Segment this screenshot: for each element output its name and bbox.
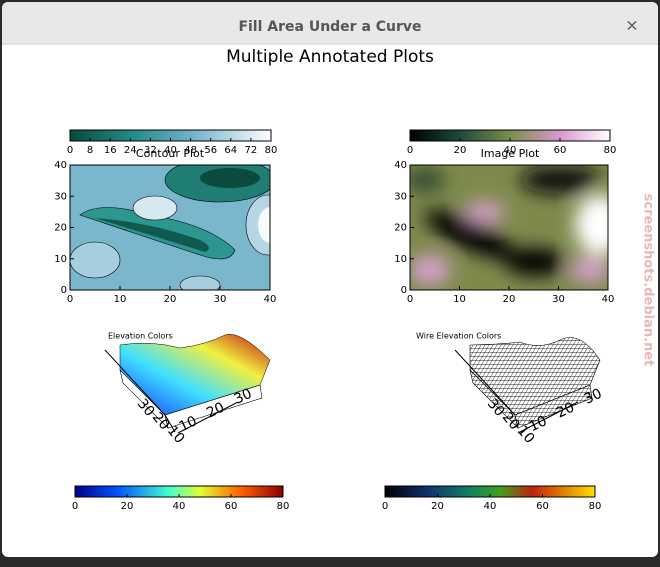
colorbar-tick-label: 40 bbox=[484, 501, 497, 512]
colorbar-tick-label: 32 bbox=[144, 145, 157, 156]
colorbar-tick-label: 0 bbox=[72, 501, 78, 512]
colorbar-tick-label: 16 bbox=[104, 145, 117, 156]
surface-x-label: 30 bbox=[232, 386, 255, 408]
colorbar-tick-label: 0 bbox=[67, 145, 73, 156]
surface-x-label: 20 bbox=[554, 399, 577, 421]
colorbar-tick-label: 80 bbox=[277, 501, 290, 512]
y-tick-label: 40 bbox=[394, 160, 407, 171]
colorbar-tick-label: 80 bbox=[265, 145, 278, 156]
colorbar-tick-label: 56 bbox=[204, 145, 217, 156]
window-title: Fill Area Under a Curve bbox=[238, 19, 421, 35]
x-tick-label: 0 bbox=[67, 294, 73, 305]
plot-title: Multiple Annotated Plots bbox=[226, 47, 434, 67]
colorbar-tick-label: 8 bbox=[87, 145, 93, 156]
contour-field bbox=[70, 165, 270, 290]
y-tick-label: 10 bbox=[394, 254, 407, 265]
y-tick-label: 20 bbox=[394, 223, 407, 234]
y-tick-label: 0 bbox=[61, 285, 67, 296]
y-tick-label: 30 bbox=[394, 191, 407, 202]
y-tick-label: 10 bbox=[54, 254, 67, 265]
y-tick-label: 20 bbox=[54, 223, 67, 234]
panel-title: Image Plot bbox=[481, 147, 540, 160]
x-tick-label: 30 bbox=[552, 294, 565, 305]
surface-x-label: 10 bbox=[177, 413, 200, 435]
colorbar-tick-label: 48 bbox=[184, 145, 197, 156]
surface-x-label: 10 bbox=[527, 413, 550, 435]
close-button[interactable]: × bbox=[625, 16, 638, 35]
colorbar-tick-label: 20 bbox=[431, 501, 444, 512]
colorbar-tick-label: 72 bbox=[245, 145, 258, 156]
x-tick-label: 20 bbox=[164, 294, 177, 305]
titlebar bbox=[2, 2, 658, 44]
x-tick-label: 40 bbox=[602, 294, 615, 305]
surface-x-label: 20 bbox=[204, 399, 227, 421]
panel-title: Wire Elevation Colors bbox=[416, 332, 501, 341]
y-tick-label: 40 bbox=[54, 160, 67, 171]
x-tick-label: 10 bbox=[114, 294, 127, 305]
colorbar-tick-label: 0 bbox=[407, 145, 413, 156]
x-tick-label: 0 bbox=[407, 294, 413, 305]
surface-x-label: 30 bbox=[582, 386, 605, 408]
colorbar-tick-label: 60 bbox=[554, 145, 567, 156]
x-tick-label: 40 bbox=[264, 294, 277, 305]
colorbar-tick-label: 40 bbox=[173, 501, 186, 512]
y-tick-label: 30 bbox=[54, 191, 67, 202]
colorbar-tick-label: 24 bbox=[124, 145, 137, 156]
image-field bbox=[410, 165, 608, 290]
colorbar-tick-label: 40 bbox=[504, 145, 517, 156]
panel-title: Elevation Colors bbox=[108, 332, 173, 341]
y-tick-label: 0 bbox=[401, 285, 407, 296]
colorbar-tick-label: 20 bbox=[121, 501, 134, 512]
elevation-surface bbox=[104, 334, 271, 434]
colorbar-tick-label: 80 bbox=[604, 145, 617, 156]
colorbar-tick-label: 64 bbox=[224, 145, 237, 156]
colorbar-tick-label: 0 bbox=[382, 501, 388, 512]
colorbar-tick-label: 80 bbox=[589, 501, 602, 512]
watermark: screenshots.debian.net bbox=[641, 194, 656, 367]
panel-title: Contour Plot bbox=[136, 147, 205, 160]
colorbar-tick-label: 20 bbox=[454, 145, 467, 156]
colorbar-tick-label: 40 bbox=[164, 145, 177, 156]
wire-surface bbox=[454, 337, 601, 434]
colorbar-tick-label: 60 bbox=[536, 501, 549, 512]
colorbar-tick-label: 60 bbox=[225, 501, 238, 512]
x-tick-label: 30 bbox=[214, 294, 227, 305]
x-tick-label: 20 bbox=[503, 294, 516, 305]
x-tick-label: 10 bbox=[453, 294, 466, 305]
